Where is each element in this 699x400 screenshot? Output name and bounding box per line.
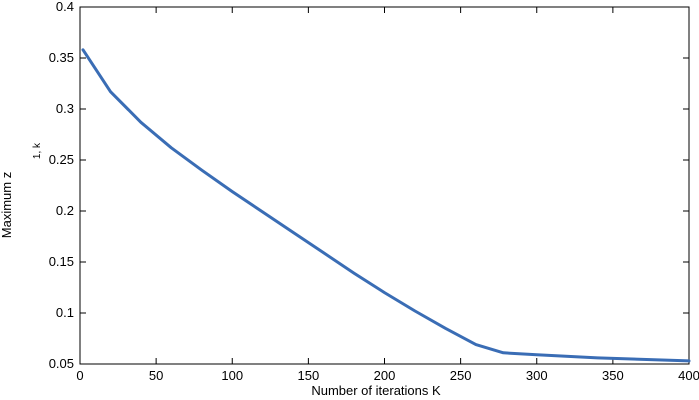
x-tick-label: 250 (450, 368, 472, 383)
y-tick-label: 0.3 (56, 101, 74, 116)
x-axis-label: Number of iterations K (311, 383, 441, 398)
x-tick-label: 350 (602, 368, 624, 383)
x-tick-label: 400 (678, 368, 699, 383)
y-axis-label-subscript: 1, k (32, 142, 43, 159)
x-tick-label: 50 (149, 368, 163, 383)
plot-frame (79, 6, 690, 365)
y-axis-label: Maximum z (0, 172, 14, 238)
x-tick-label: 150 (298, 368, 320, 383)
y-tick-label: 0.1 (56, 305, 74, 320)
x-tick-label: 300 (526, 368, 548, 383)
x-tick-label: 0 (76, 368, 83, 383)
y-tick-label: 0.15 (49, 254, 74, 269)
x-tick-label: 100 (221, 368, 243, 383)
y-tick-label: 0.35 (49, 50, 74, 65)
series-line (81, 48, 691, 363)
x-tick-label: 200 (374, 368, 396, 383)
y-tick-label: 0.25 (49, 152, 74, 167)
y-tick-label: 0.4 (56, 0, 74, 14)
y-tick-label: 0.2 (56, 203, 74, 218)
y-tick-label: 0.05 (49, 356, 74, 371)
